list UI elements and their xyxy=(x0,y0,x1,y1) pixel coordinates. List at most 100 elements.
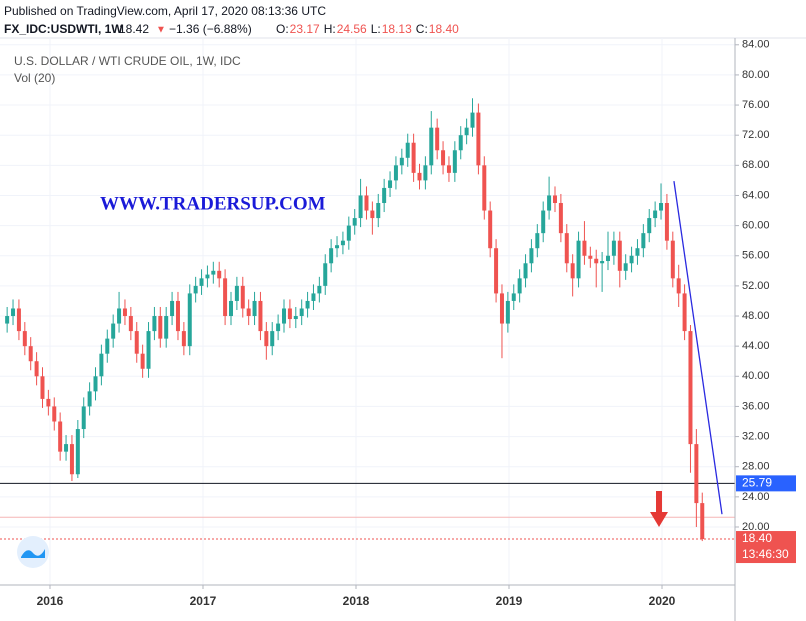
candle-body xyxy=(370,210,375,219)
candle-body xyxy=(140,353,145,369)
candle-body xyxy=(164,316,169,339)
candle-body xyxy=(623,263,628,271)
change: −1.36 (−6.88%) xyxy=(169,22,252,36)
candle-body xyxy=(211,270,216,275)
candle-body xyxy=(199,278,204,286)
ohlc-value: 23.17 xyxy=(290,22,320,36)
ohlc-key: O: xyxy=(276,22,289,36)
y-tick-label: 32.00 xyxy=(742,430,770,442)
y-tick-label: 60.00 xyxy=(742,220,770,232)
candle-body xyxy=(588,255,593,259)
candle-body xyxy=(81,406,86,430)
candle-body xyxy=(299,308,304,317)
y-tick-label: 80.00 xyxy=(742,69,770,81)
y-tick-label: 56.00 xyxy=(742,250,770,262)
candle-body xyxy=(688,331,693,445)
candle-body xyxy=(529,248,534,264)
candle-body xyxy=(105,338,110,354)
candle-body xyxy=(600,261,605,264)
ohlc-key: C: xyxy=(416,22,428,36)
candle-body xyxy=(393,165,398,181)
candle-body xyxy=(488,210,493,249)
y-tick-label: 28.00 xyxy=(742,461,770,473)
y-tick-label: 68.00 xyxy=(742,159,770,171)
candle-body xyxy=(517,278,522,294)
ohlc-key: L: xyxy=(371,22,381,36)
candle-body xyxy=(87,391,92,407)
direction: ▼ xyxy=(156,25,166,36)
price-tag-label: 25.79 xyxy=(742,476,772,490)
y-tick-label: 36.00 xyxy=(742,400,770,412)
candle-body xyxy=(635,248,640,256)
y-tick-label: 24.00 xyxy=(742,491,770,503)
candles xyxy=(5,98,723,542)
candle-body xyxy=(246,308,251,317)
candle-body xyxy=(11,308,16,317)
candle-body xyxy=(264,331,269,347)
candle-body xyxy=(358,195,363,219)
candle-body xyxy=(158,316,163,339)
symbol: FX_IDC:USDWTI, 1W xyxy=(4,22,123,36)
candle-body xyxy=(552,195,557,204)
candle-body xyxy=(122,308,127,317)
candle-body xyxy=(117,308,122,324)
candle-body xyxy=(682,293,687,332)
candle-body xyxy=(293,316,298,320)
ohlc-value: 18.40 xyxy=(429,22,459,36)
x-tick-label: 2017 xyxy=(190,594,217,608)
ohlc-value: 24.56 xyxy=(337,22,367,36)
candle-body xyxy=(470,112,475,128)
candle-body xyxy=(64,444,69,452)
candle-body xyxy=(558,203,563,234)
countdown: 13:46:30 xyxy=(742,547,789,561)
y-tick-label: 64.00 xyxy=(742,189,770,201)
candle-body xyxy=(376,203,381,219)
candle-body xyxy=(564,233,569,264)
candle-body xyxy=(423,165,428,181)
trendline xyxy=(673,181,723,515)
candle-body xyxy=(152,316,157,332)
candle-body xyxy=(346,225,351,241)
candle-body xyxy=(276,323,281,332)
y-tick-label: 72.00 xyxy=(742,129,770,141)
x-tick-label: 2018 xyxy=(343,594,370,608)
candle-body xyxy=(28,346,33,362)
candle-body xyxy=(217,270,222,279)
candle-body xyxy=(541,210,546,234)
candle-body xyxy=(694,444,699,504)
candle-body xyxy=(405,142,410,158)
candle-body xyxy=(187,293,192,347)
y-tick-label: 44.00 xyxy=(742,340,770,352)
candle-body xyxy=(223,278,228,317)
candle-body xyxy=(676,278,681,294)
candle-body xyxy=(388,180,393,188)
candle-body xyxy=(305,300,310,309)
candle-body xyxy=(335,245,340,249)
price-tag xyxy=(736,475,796,492)
candle-body xyxy=(435,127,440,151)
down-arrow xyxy=(650,491,668,527)
candle-body xyxy=(258,300,263,332)
candle-body xyxy=(34,361,39,377)
grid xyxy=(0,38,735,585)
candle-body xyxy=(93,376,98,392)
candle-body xyxy=(511,293,516,301)
ohlc-key: H: xyxy=(324,22,336,36)
published-line: Published on TradingView.com, April 17, … xyxy=(4,4,326,18)
candle-body xyxy=(282,308,287,324)
candle-body xyxy=(317,285,322,294)
candle-body xyxy=(482,165,487,211)
candle-body xyxy=(99,353,104,377)
candle-body xyxy=(270,331,275,347)
candle-body xyxy=(228,300,233,317)
candle-body xyxy=(193,285,198,294)
candle-body xyxy=(429,127,434,166)
candle-body xyxy=(16,308,21,332)
candle-body xyxy=(647,218,652,234)
candle-body xyxy=(606,255,611,262)
candle-body xyxy=(22,331,27,347)
ohlc-value: 18.13 xyxy=(382,22,412,36)
candle-body xyxy=(52,406,57,422)
candle-body xyxy=(58,421,63,452)
